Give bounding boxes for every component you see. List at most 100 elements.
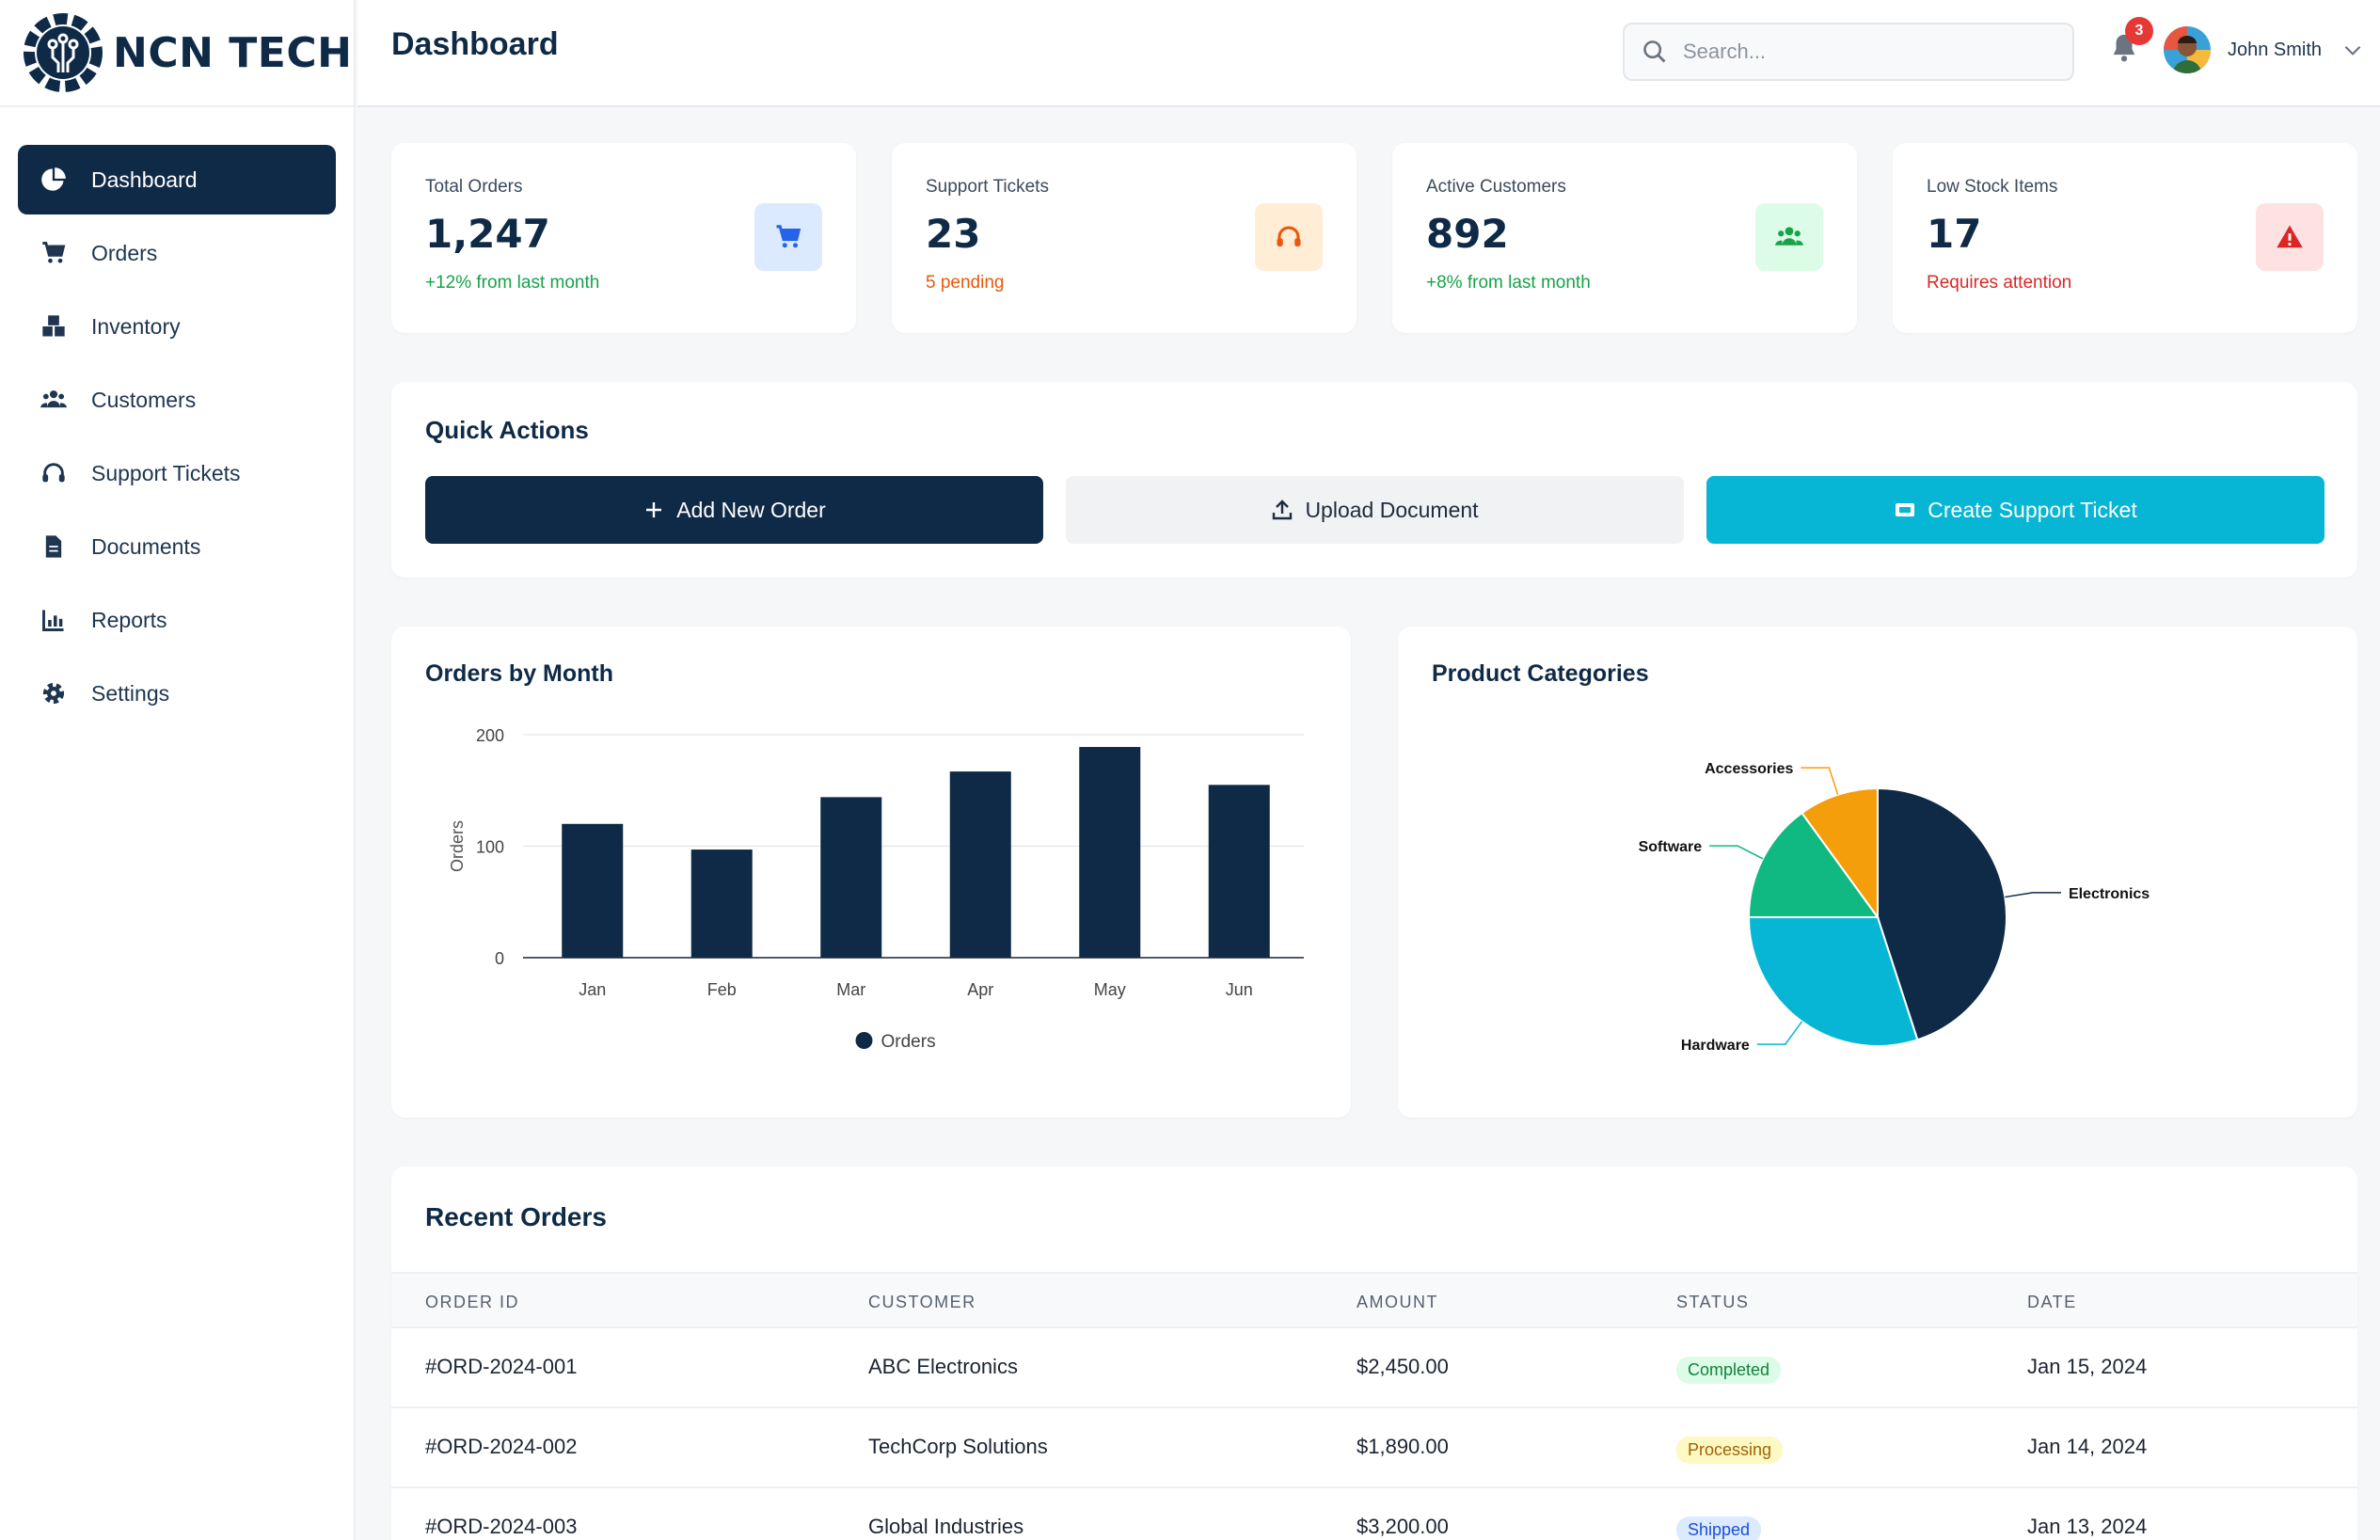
- notification-badge: 3: [2125, 17, 2153, 45]
- order-id[interactable]: #ORD-2024-002: [425, 1435, 578, 1458]
- search-icon: [1643, 40, 1666, 63]
- user-menu[interactable]: John Smith: [2164, 26, 2365, 73]
- create-support-ticket-button[interactable]: Create Support Ticket: [1706, 476, 2324, 544]
- x-tick-label: May: [1094, 980, 1126, 999]
- sidebar-nav: Dashboard Orders Inventory Customers Sup…: [0, 107, 354, 728]
- sidebar-item-label: Inventory: [91, 313, 181, 339]
- column-header[interactable]: AMOUNT: [1357, 1293, 1438, 1311]
- y-tick-label: 200: [476, 726, 504, 745]
- boxes-icon: [39, 311, 69, 341]
- x-tick-label: Apr: [967, 980, 993, 999]
- sidebar-item-inventory[interactable]: Inventory: [18, 292, 336, 361]
- categories-pie-chart: Electronics Hardware Software Accessories: [1639, 761, 2150, 1054]
- sidebar-item-label: Customers: [91, 387, 197, 412]
- stat-label: Support Tickets: [926, 177, 1049, 197]
- customer-name: TechCorp Solutions: [868, 1435, 1048, 1458]
- sidebar-item-settings[interactable]: Settings: [18, 659, 336, 728]
- orders-by-month-card: Orders by Month 0 100 200 Orders Jan Feb Mar Ap…: [391, 627, 1351, 1118]
- brand-name: NCN TECH: [113, 28, 353, 77]
- legend-swatch: [855, 1032, 873, 1049]
- customer-name: Global Industries: [868, 1515, 1024, 1538]
- notifications-button[interactable]: 3: [2102, 17, 2153, 70]
- table-row[interactable]: #ORD-2024-002 TechCorp Solutions $1,890.…: [391, 1408, 2357, 1488]
- bar: [1208, 785, 1270, 958]
- user-name: John Smith: [2228, 39, 2323, 60]
- logo-gear-icon: [24, 13, 103, 92]
- order-amount: $3,200.00: [1357, 1515, 1449, 1538]
- search-box[interactable]: [1623, 23, 2074, 81]
- table-row[interactable]: #ORD-2024-003 Global Industries $3,200.0…: [391, 1488, 2357, 1540]
- stat-trend: +8% from last month: [1426, 273, 1591, 293]
- upload-document-button[interactable]: Upload Document: [1066, 476, 1684, 544]
- button-label: Create Support Ticket: [1928, 497, 2137, 522]
- sidebar-item-support-tickets[interactable]: Support Tickets: [18, 438, 336, 508]
- sidebar-item-orders[interactable]: Orders: [18, 218, 336, 288]
- sidebar-item-label: Settings: [91, 680, 170, 706]
- y-tick-label: 0: [495, 949, 504, 968]
- pie-slice: [1747, 916, 1919, 1047]
- sidebar-item-label: Dashboard: [91, 167, 198, 192]
- plus-icon: [646, 502, 662, 517]
- order-amount: $1,890.00: [1357, 1435, 1449, 1458]
- gear-icon: [39, 678, 69, 708]
- sidebar-item-label: Orders: [91, 240, 158, 265]
- add-new-order-button[interactable]: Add New Order: [425, 476, 1043, 544]
- search-input[interactable]: [1683, 40, 2059, 64]
- stat-value: 1,247: [425, 211, 550, 257]
- bar: [949, 771, 1011, 958]
- bar: [820, 797, 882, 958]
- avatar: [2164, 26, 2211, 73]
- headset-icon: [39, 458, 69, 488]
- stat-label: Active Customers: [1426, 177, 1566, 197]
- top-header: Dashboard 3 John Smith: [357, 0, 2380, 107]
- stat-value: 23: [926, 211, 981, 257]
- pie-leader-line: [1709, 845, 1764, 860]
- pie-leader-line: [2005, 892, 2061, 898]
- quick-actions-panel: Quick Actions Add New Order Upload Docum…: [391, 382, 2357, 578]
- sidebar-item-dashboard[interactable]: Dashboard: [18, 145, 336, 214]
- pie-leader-line: [1756, 1021, 1803, 1045]
- x-tick-label: Jan: [579, 980, 606, 999]
- status-badge: Completed: [1676, 1357, 1782, 1384]
- column-header[interactable]: STATUS: [1676, 1293, 1750, 1311]
- y-tick-label: 100: [476, 838, 504, 857]
- x-tick-label: Jun: [1226, 980, 1253, 999]
- column-header[interactable]: ORDER ID: [425, 1293, 520, 1311]
- stat-trend: 5 pending: [926, 273, 1005, 293]
- pie-leader-line: [1801, 767, 1839, 795]
- customer-name: ABC Electronics: [868, 1355, 1018, 1378]
- sidebar-item-label: Support Tickets: [91, 460, 241, 485]
- sidebar-item-customers[interactable]: Customers: [18, 365, 336, 435]
- upload-icon: [1273, 500, 1293, 520]
- users-icon: [1755, 203, 1823, 271]
- sidebar-item-label: Documents: [91, 533, 201, 559]
- page-title: Dashboard: [391, 26, 559, 62]
- stat-label: Total Orders: [425, 177, 523, 197]
- pie-label: Hardware: [1681, 1038, 1750, 1054]
- order-date: Jan 14, 2024: [2027, 1435, 2148, 1458]
- product-categories-card: Product Categories Electronics Hardware So…: [1398, 627, 2357, 1118]
- users-icon: [39, 385, 69, 415]
- order-id[interactable]: #ORD-2024-003: [425, 1515, 578, 1538]
- warning-icon: [2256, 203, 2324, 271]
- headset-icon: [1255, 203, 1323, 271]
- column-header[interactable]: CUSTOMER: [868, 1293, 976, 1311]
- pie-slice: [1747, 811, 1880, 918]
- stat-card-active-customers: Active Customers 892 +8% from last month: [1392, 143, 1857, 333]
- stat-trend: +12% from last month: [425, 273, 600, 293]
- pie-chart-icon: [39, 165, 69, 195]
- orders-bar-chart: 0 100 200 Orders Jan Feb Mar Apr May Jun Orders: [448, 726, 1304, 1052]
- sidebar-item-documents[interactable]: Documents: [18, 512, 336, 581]
- chart-title: Orders by Month: [425, 660, 614, 687]
- cart-icon: [754, 203, 822, 271]
- stat-trend: Requires attention: [1927, 273, 2072, 293]
- sidebar-item-reports[interactable]: Reports: [18, 585, 336, 655]
- chart-title: Product Categories: [1432, 660, 1649, 687]
- brand-logo[interactable]: NCN TECH: [0, 0, 354, 107]
- bar: [690, 849, 753, 958]
- order-id[interactable]: #ORD-2024-001: [425, 1355, 578, 1378]
- table-row[interactable]: #ORD-2024-001 ABC Electronics $2,450.00 …: [391, 1328, 2357, 1408]
- column-header[interactable]: DATE: [2027, 1293, 2077, 1311]
- section-title: Recent Orders: [425, 1202, 607, 1231]
- stat-card-low-stock: Low Stock Items 17 Requires attention: [1893, 143, 2357, 333]
